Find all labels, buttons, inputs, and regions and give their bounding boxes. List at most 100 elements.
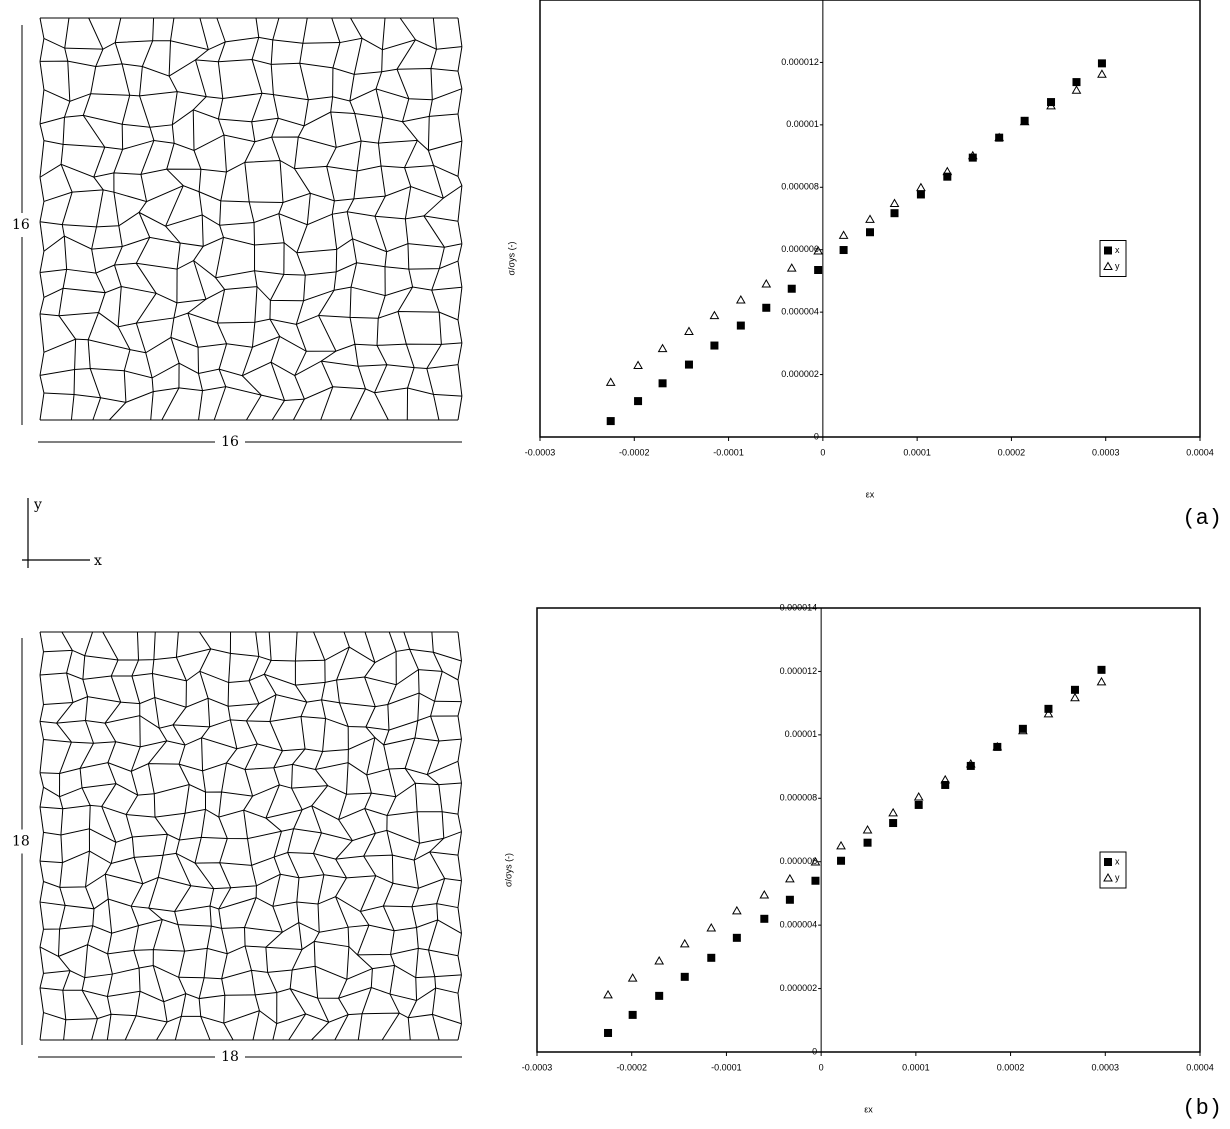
grain-boundary (269, 694, 277, 722)
grain-boundary (91, 1018, 98, 1041)
point (1097, 665, 1106, 674)
grain-boundary (39, 674, 44, 705)
grain-boundary (74, 339, 77, 370)
grain-boundary (338, 794, 347, 820)
grain-boundary (85, 886, 95, 909)
grain-boundary (106, 973, 113, 997)
grain-boundary (313, 932, 320, 942)
grain-boundary (336, 679, 340, 703)
grain-boundary (404, 218, 409, 244)
grain-boundary (39, 940, 459, 957)
grain-boundary (153, 631, 156, 660)
grain-boundary (366, 737, 376, 776)
label-bg (8, 213, 30, 237)
grain-boundary (314, 769, 329, 786)
grain-boundary (396, 69, 410, 99)
grain-boundary (254, 994, 260, 1011)
grain-boundary (216, 322, 228, 344)
grain-boundary (220, 171, 227, 201)
grain-boundary (223, 1022, 234, 1041)
grain-boundary (84, 944, 89, 978)
point (942, 166, 953, 176)
grain-boundary (125, 794, 139, 815)
grain-boundary (265, 947, 269, 973)
grain-boundary (198, 977, 205, 999)
grain-boundary (404, 167, 412, 187)
grain-boundary (426, 740, 440, 775)
grain-boundary (219, 862, 232, 888)
grain-boundary (335, 896, 349, 928)
grain-boundary (299, 63, 309, 100)
point (811, 876, 820, 885)
grain-boundary (370, 968, 373, 988)
grain-boundary (221, 978, 226, 996)
grain-boundary (431, 631, 434, 653)
grain-boundary (457, 761, 462, 784)
grain-boundary (39, 1012, 44, 1041)
grain-boundary (331, 214, 338, 250)
grain-boundary (93, 146, 106, 178)
grain-boundary (295, 300, 305, 325)
grain-boundary (313, 941, 316, 967)
grain-boundary (429, 851, 446, 879)
grain-boundary (131, 675, 141, 704)
point (839, 246, 848, 255)
grain-boundary (430, 68, 433, 100)
grain-boundary (216, 289, 226, 324)
point (680, 972, 689, 981)
grain-boundary (457, 71, 463, 89)
grain-boundary (407, 1017, 411, 1041)
point (706, 922, 717, 932)
grain-boundary (401, 98, 410, 122)
point (995, 133, 1004, 142)
x-tick-label: 0 (820, 447, 825, 457)
grain-boundary (352, 238, 358, 263)
point (627, 973, 638, 982)
grain-boundary (171, 124, 175, 144)
grain-boundary (168, 75, 178, 92)
grain-boundary (43, 134, 463, 151)
grain-boundary (335, 877, 347, 897)
grain-boundary (59, 741, 72, 774)
grain-boundary (223, 995, 226, 1024)
x-tick-label: -0.0003 (525, 447, 556, 457)
grain-boundary (138, 967, 141, 992)
grain-boundary (91, 226, 97, 250)
grain-boundary (215, 237, 224, 278)
grain-boundary (39, 896, 459, 913)
grain-boundary (107, 933, 113, 954)
grain-boundary (404, 737, 416, 769)
point (992, 741, 1003, 751)
grain-boundary (130, 906, 140, 926)
grain-boundary (79, 742, 94, 769)
grain-boundary (296, 877, 300, 903)
grain-boundary (175, 853, 192, 886)
grain-boundary (363, 833, 376, 857)
grain-boundary (39, 669, 459, 686)
grain-boundary (110, 659, 119, 677)
grain-boundary (213, 386, 227, 421)
grain-boundary (416, 927, 419, 949)
grain-boundary (152, 17, 155, 41)
grain-boundary (59, 862, 63, 888)
grain-boundary (95, 272, 106, 293)
grain-boundary (273, 767, 280, 786)
grain-boundary (229, 719, 238, 749)
point (866, 228, 874, 237)
grain-boundary (58, 956, 71, 971)
grain-boundary (62, 269, 68, 289)
grain-boundary (187, 298, 207, 314)
grain-boundary (271, 136, 281, 161)
grain-boundary (457, 1023, 462, 1041)
grain-boundary (178, 744, 186, 765)
grain-boundary (365, 726, 376, 738)
grain-boundary (82, 655, 86, 680)
grain-boundary (193, 150, 202, 170)
grain-boundary (62, 970, 71, 991)
grain-boundary (335, 249, 338, 272)
grain-boundary (288, 1013, 307, 1041)
grain-boundary (441, 811, 445, 839)
x-tick-label: -0.0001 (711, 1062, 742, 1072)
grain-boundary (106, 996, 112, 1015)
